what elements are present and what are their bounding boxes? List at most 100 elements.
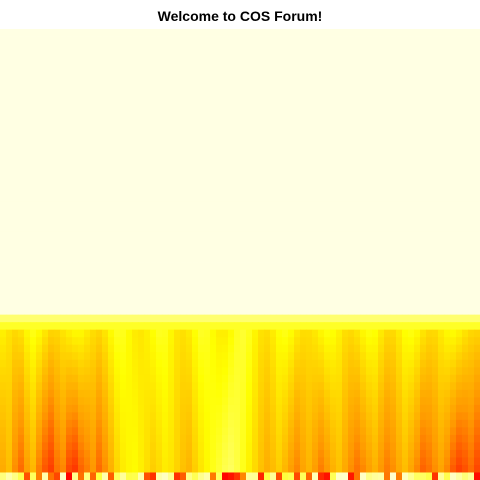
heatmap-cell — [192, 329, 199, 338]
heatmap-cell — [54, 337, 61, 346]
heatmap-cell — [246, 164, 253, 173]
heatmap-cell — [60, 89, 67, 98]
heatmap-cell — [144, 464, 151, 473]
heatmap-cell — [72, 126, 79, 135]
heatmap-cell — [60, 367, 67, 376]
heatmap-cell — [54, 254, 61, 263]
heatmap-cell — [6, 194, 13, 203]
heatmap-cell — [30, 359, 37, 368]
heatmap-cell — [318, 59, 325, 67]
heatmap-cell — [264, 284, 271, 293]
heatmap-cell — [450, 51, 457, 60]
heatmap-cell — [240, 472, 247, 480]
heatmap-cell — [84, 464, 91, 473]
heatmap-cell — [12, 74, 19, 83]
heatmap-cell — [150, 434, 157, 443]
heatmap-cell — [96, 44, 103, 52]
heatmap-cell — [318, 216, 325, 225]
heatmap-cell — [18, 179, 25, 188]
heatmap-cell — [312, 412, 319, 421]
heatmap-cell — [384, 111, 391, 120]
heatmap-cell — [78, 164, 85, 173]
heatmap-cell — [390, 231, 397, 240]
heatmap-cell — [438, 262, 445, 270]
heatmap-cell — [246, 44, 253, 52]
heatmap-cell — [48, 111, 55, 120]
heatmap-cell — [258, 134, 265, 143]
heatmap-cell — [360, 224, 367, 233]
heatmap-cell — [60, 412, 67, 421]
heatmap-cell — [150, 472, 157, 480]
heatmap-cell — [138, 186, 145, 195]
heatmap-cell — [348, 209, 355, 218]
heatmap-cell — [6, 464, 13, 473]
heatmap-cell — [360, 449, 367, 458]
heatmap-cell — [54, 89, 61, 98]
heatmap-cell — [102, 216, 109, 225]
heatmap-cell — [108, 262, 115, 270]
heatmap-cell — [126, 149, 133, 158]
heatmap-cell — [210, 231, 217, 240]
heatmap-cell — [138, 164, 145, 173]
heatmap-cell — [192, 254, 199, 263]
heatmap-cell — [168, 246, 175, 255]
heatmap-cell — [138, 472, 145, 480]
heatmap-cell — [366, 231, 373, 240]
heatmap-cell — [126, 29, 133, 37]
heatmap-cell — [408, 262, 415, 270]
heatmap-cell — [282, 427, 289, 436]
heatmap-cell — [114, 359, 121, 368]
heatmap-cell — [366, 397, 373, 406]
heatmap-cell — [396, 194, 403, 203]
heatmap-cell — [198, 231, 205, 240]
heatmap-cell — [372, 119, 379, 128]
heatmap-cell — [414, 156, 421, 165]
heatmap-cell — [324, 314, 331, 323]
heatmap-cell — [150, 412, 157, 421]
heatmap-cell — [132, 231, 139, 240]
heatmap-cell — [390, 464, 397, 473]
heatmap-cell — [336, 329, 343, 338]
heatmap-cell — [282, 314, 289, 323]
heatmap-cell — [192, 427, 199, 436]
heatmap-cell — [276, 171, 283, 180]
heatmap-cell — [222, 307, 229, 316]
heatmap-cell — [462, 299, 469, 308]
heatmap-cell — [102, 292, 109, 300]
heatmap-cell — [390, 96, 397, 105]
heatmap-cell — [282, 374, 289, 383]
heatmap-cell — [474, 269, 480, 278]
heatmap-cell — [288, 209, 295, 218]
heatmap-cell — [402, 314, 409, 323]
heatmap-cell — [366, 216, 373, 225]
heatmap-cell — [438, 44, 445, 52]
heatmap-cell — [156, 59, 163, 67]
heatmap-cell — [402, 216, 409, 225]
heatmap-cell — [102, 412, 109, 421]
heatmap-cell — [366, 141, 373, 150]
heatmap-cell — [372, 201, 379, 210]
heatmap-cell — [462, 329, 469, 338]
heatmap-cell — [24, 277, 31, 285]
heatmap-cell — [378, 96, 385, 105]
heatmap-cell — [396, 246, 403, 255]
heatmap-cell — [192, 239, 199, 248]
heatmap-cell — [114, 104, 121, 113]
heatmap-cell — [420, 344, 427, 353]
heatmap-cell — [378, 322, 385, 331]
heatmap-cell — [240, 156, 247, 165]
heatmap-cell — [12, 59, 19, 67]
heatmap-cell — [342, 134, 349, 143]
heatmap-cell — [120, 66, 127, 75]
heatmap-cell — [150, 382, 157, 391]
heatmap-cell — [450, 29, 457, 37]
heatmap-cell — [138, 367, 145, 376]
heatmap-cell — [228, 397, 235, 406]
heatmap-cell — [306, 374, 313, 383]
heatmap-cell — [240, 337, 247, 346]
heatmap-cell — [18, 119, 25, 128]
heatmap-cell — [150, 194, 157, 203]
heatmap-cell — [354, 352, 361, 361]
heatmap-cell — [414, 239, 421, 248]
heatmap-cell — [132, 269, 139, 278]
